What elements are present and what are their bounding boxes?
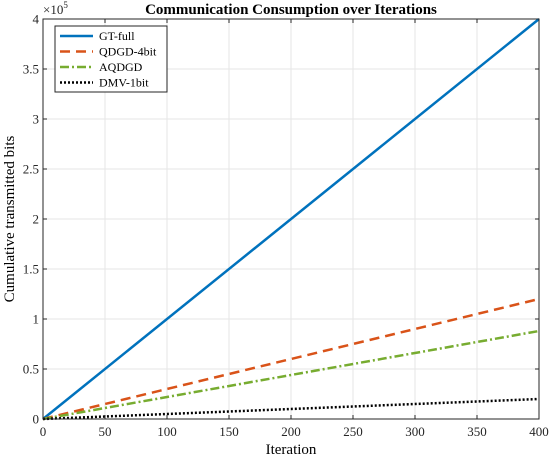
y-tick-label: 0.5 [23,362,39,377]
series-line-gt-full [42,18,540,420]
x-tick-label: 350 [467,424,487,439]
x-tick-label: 0 [40,424,47,439]
series-line-dmv-1bit [42,397,540,421]
legend-label: DMV-1bit [99,76,149,90]
y-tick-label: 2.5 [23,162,39,177]
y-tick-label: 0 [33,412,40,427]
y-tick-label: 3.5 [23,62,39,77]
legend-label: AQDGD [99,60,143,74]
y-tick-label: 2 [33,212,40,227]
x-tick-label: 150 [219,424,239,439]
plot-area: 0 50 100 150 200 250 300 350 400 0 0.5 1 1.5 2 2.5 3 3.5… [23,12,549,440]
series-line-aqdgd [42,329,540,421]
y-exponent-label: ×105 [43,0,68,17]
x-axis-title: Iteration [266,442,317,458]
x-tick-label: 200 [281,424,301,439]
legend-label: GT-full [99,29,135,43]
x-tick-label: 250 [343,424,363,439]
y-tick-label: 1.5 [23,262,39,277]
y-exponent-power: 5 [63,0,68,10]
x-tick-label: 100 [157,424,177,439]
legend-label: QDGD-4bit [99,45,157,59]
chart-title: Communication Consumption over Iteration… [145,2,437,18]
y-exponent-base: ×10 [43,2,63,17]
y-axis-title: Cumulative transmitted bits [2,136,18,303]
y-tick-label: 1 [33,312,40,327]
x-tick-label: 50 [99,424,112,439]
x-tick-label: 300 [405,424,425,439]
series-line-qdgd-4bit [42,297,540,421]
x-tick-label: 400 [529,424,549,439]
y-tick-label: 4 [33,12,40,27]
y-tick-label: 3 [33,112,40,127]
